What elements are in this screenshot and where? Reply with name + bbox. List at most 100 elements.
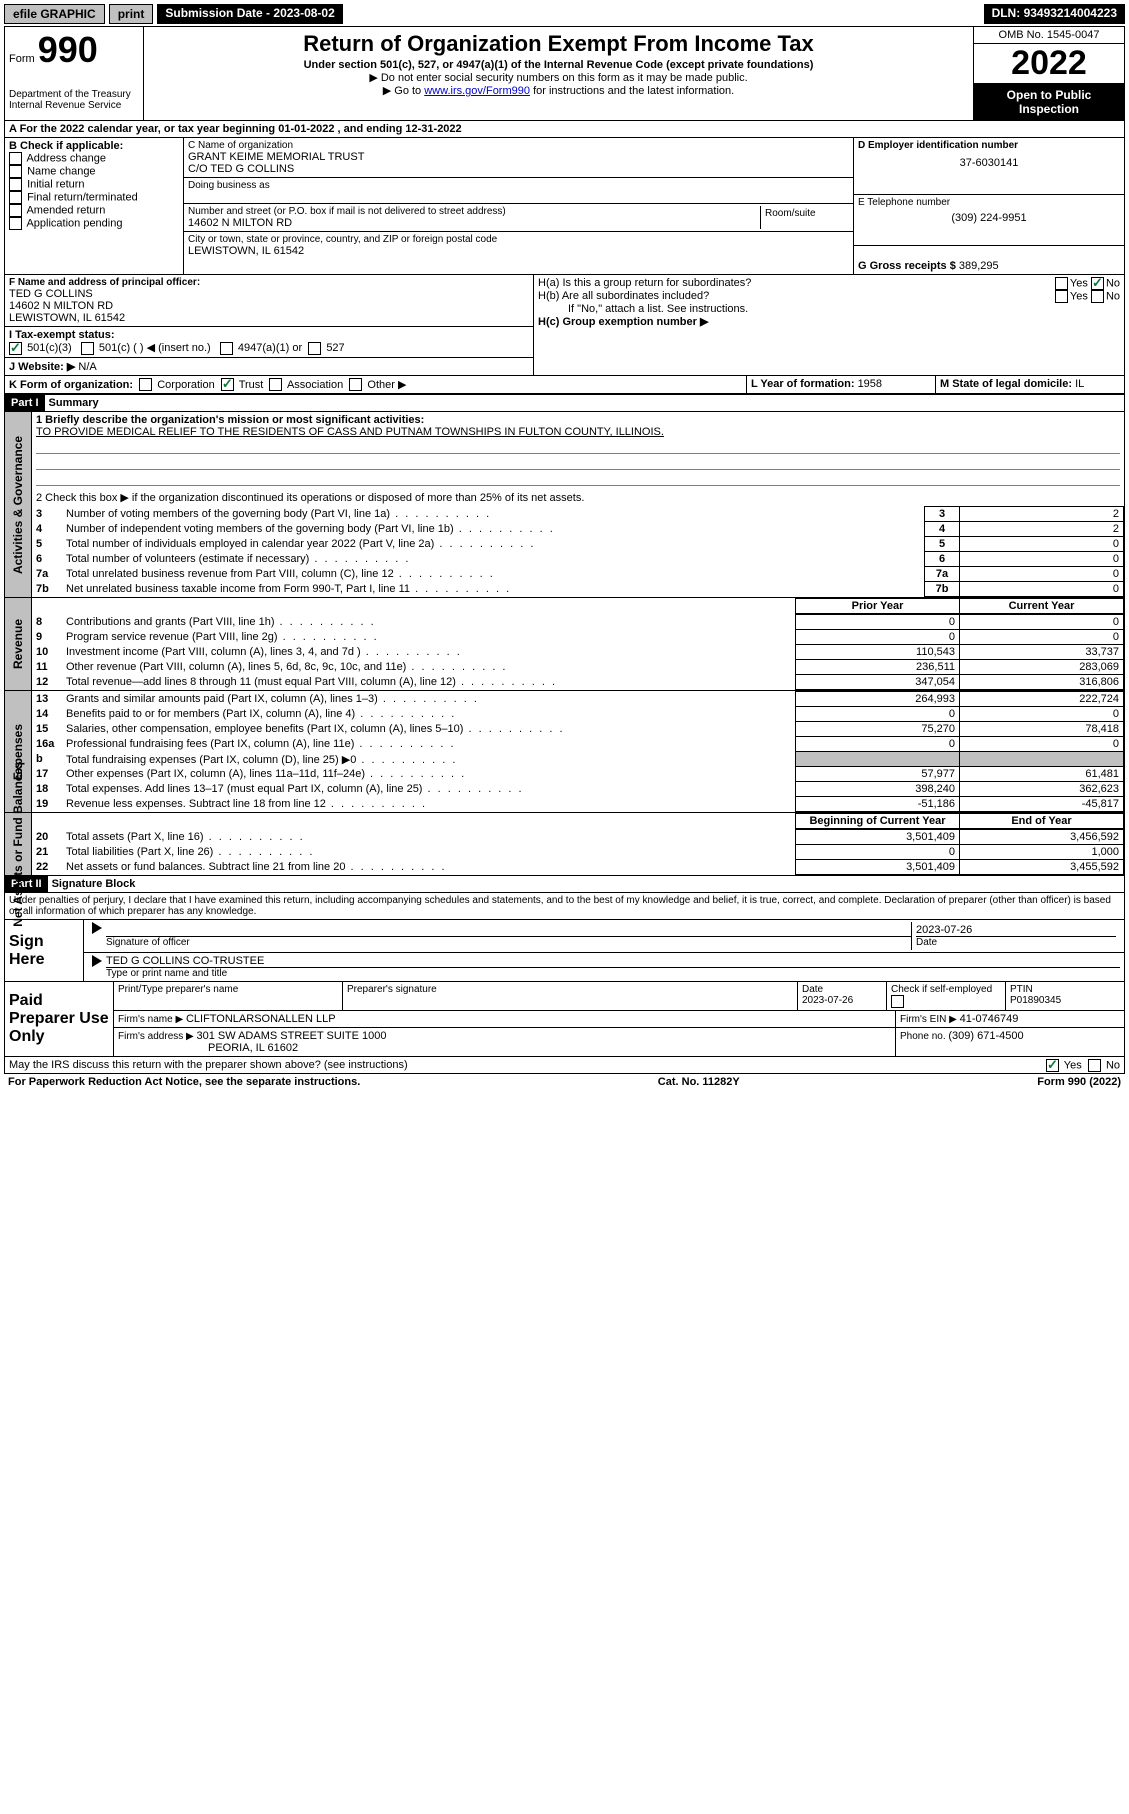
line-text: Investment income (Part VIII, column (A)… xyxy=(62,645,796,660)
line-num: 16a xyxy=(32,737,62,752)
chk-boxb[interactable] xyxy=(9,178,22,191)
dept-treasury: Department of the Treasury xyxy=(9,89,139,100)
line-text: Professional fundraising fees (Part IX, … xyxy=(62,737,796,752)
prior-year-value: 264,993 xyxy=(796,692,960,707)
current-year-value: 33,737 xyxy=(960,645,1124,660)
firm-addr2: PEORIA, IL 61602 xyxy=(118,1042,891,1054)
year-formation: 1958 xyxy=(858,378,882,390)
h-b-label: H(b) Are all subordinates included? xyxy=(538,290,1055,303)
line-ref: 4 xyxy=(925,522,960,537)
chk-501c[interactable] xyxy=(81,342,94,355)
sig-date-label: Date xyxy=(916,936,1116,948)
line-value: 0 xyxy=(960,582,1124,597)
chk-hb-no[interactable] xyxy=(1091,290,1104,303)
instruction-ssn: ▶ Do not enter social security numbers o… xyxy=(148,71,969,84)
perjury-declaration: Under penalties of perjury, I declare th… xyxy=(4,893,1125,920)
sign-here-label: Sign Here xyxy=(5,920,84,981)
line-text: Total liabilities (Part X, line 26) xyxy=(62,845,796,860)
irs-link[interactable]: www.irs.gov/Form990 xyxy=(424,85,530,97)
line-1-label: 1 Briefly describe the organization's mi… xyxy=(36,414,1120,426)
chk-assoc[interactable] xyxy=(269,378,282,391)
box-m-label: M State of legal domicile: xyxy=(940,378,1075,390)
line-num: 12 xyxy=(32,675,62,690)
current-year-value: -45,817 xyxy=(960,797,1124,812)
h-note: If "No," attach a list. See instructions… xyxy=(538,303,1120,315)
dln-value: 93493214004223 xyxy=(1024,6,1117,20)
chk-trust[interactable] xyxy=(221,378,234,391)
chk-4947[interactable] xyxy=(220,342,233,355)
line-text: Net unrelated business taxable income fr… xyxy=(62,582,925,597)
col-current-year: Current Year xyxy=(960,599,1124,614)
line-num: 10 xyxy=(32,645,62,660)
h-c-label: H(c) Group exemption number ▶ xyxy=(538,315,1120,328)
ptin-label: PTIN xyxy=(1010,984,1120,995)
firm-phone-label: Phone no. xyxy=(900,1031,948,1042)
type-name-label: Type or print name and title xyxy=(106,967,1120,979)
current-year-value: 0 xyxy=(960,630,1124,645)
chk-other[interactable] xyxy=(349,378,362,391)
pp-sig-label: Preparer's signature xyxy=(343,982,798,1010)
form-header: Form 990 Department of the Treasury Inte… xyxy=(4,26,1125,121)
chk-501c3[interactable] xyxy=(9,342,22,355)
discuss-row: May the IRS discuss this return with the… xyxy=(4,1057,1125,1074)
chk-discuss-yes[interactable] xyxy=(1046,1059,1059,1072)
sig-date-value: 2023-07-26 xyxy=(916,924,1116,936)
sign-here-block: Sign Here Signature of officer 2023-07-2… xyxy=(4,920,1125,982)
page-footer: For Paperwork Reduction Act Notice, see … xyxy=(4,1074,1125,1090)
line-num: 22 xyxy=(32,860,62,875)
firm-ein: 41-0746749 xyxy=(960,1013,1019,1025)
chk-hb-yes[interactable] xyxy=(1055,290,1068,303)
dln-label: DLN: xyxy=(992,6,1024,20)
block-bcde: B Check if applicable: Address change Na… xyxy=(4,138,1125,275)
prior-year-value: 110,543 xyxy=(796,645,960,660)
chk-corp[interactable] xyxy=(139,378,152,391)
line-num: 8 xyxy=(32,615,62,630)
website-value: N/A xyxy=(78,361,96,373)
chk-self-employed[interactable] xyxy=(891,995,904,1008)
dba-label: Doing business as xyxy=(188,180,849,191)
line-num: 3 xyxy=(32,507,62,522)
chk-boxb[interactable] xyxy=(9,204,22,217)
chk-ha-no[interactable] xyxy=(1091,277,1104,290)
part-1-title: Summary xyxy=(45,395,103,411)
chk-boxb[interactable] xyxy=(9,217,22,230)
form-number: 990 xyxy=(38,29,98,70)
efile-graphic-button[interactable]: efile GRAPHIC xyxy=(4,4,105,24)
box-i-label: I Tax-exempt status: xyxy=(9,329,115,341)
side-activities: Activities & Governance xyxy=(5,412,32,597)
chk-boxb[interactable] xyxy=(9,191,22,204)
footer-mid: Cat. No. 11282Y xyxy=(658,1076,740,1088)
chk-ha-yes[interactable] xyxy=(1055,277,1068,290)
line-num: 17 xyxy=(32,767,62,782)
line-value: 2 xyxy=(960,522,1124,537)
chk-boxb[interactable] xyxy=(9,152,22,165)
ha-no: No xyxy=(1106,277,1120,289)
firm-name: CLIFTONLARSONALLEN LLP xyxy=(186,1013,336,1025)
line-text: Number of independent voting members of … xyxy=(62,522,925,537)
boxb-item: Application pending xyxy=(26,217,122,229)
submission-value: 2023-08-02 xyxy=(273,6,334,20)
boxb-item: Name change xyxy=(27,165,96,177)
section-expenses: Expenses 13Grants and similar amounts pa… xyxy=(4,691,1125,813)
current-year-value: 1,000 xyxy=(960,845,1124,860)
chk-discuss-no[interactable] xyxy=(1088,1059,1101,1072)
print-button[interactable]: print xyxy=(109,4,154,24)
pp-name-label: Print/Type preparer's name xyxy=(114,982,343,1010)
prior-year-value: 0 xyxy=(796,707,960,722)
line-num: 5 xyxy=(32,537,62,552)
line-num: 14 xyxy=(32,707,62,722)
street-address: 14602 N MILTON RD xyxy=(188,217,760,229)
block-fhij: F Name and address of principal officer:… xyxy=(4,275,1125,376)
section-revenue: Revenue Prior Year Current Year 8Contrib… xyxy=(4,598,1125,691)
current-year-value: 0 xyxy=(960,615,1124,630)
chk-boxb[interactable] xyxy=(9,165,22,178)
prior-year-value: 0 xyxy=(796,845,960,860)
part-1-hdr: Part I xyxy=(5,395,45,411)
city-label: City or town, state or province, country… xyxy=(188,234,849,245)
h-a-label: H(a) Is this a group return for subordin… xyxy=(538,277,1055,290)
chk-527[interactable] xyxy=(308,342,321,355)
line-text: Total number of volunteers (estimate if … xyxy=(62,552,925,567)
line-text: Other revenue (Part VIII, column (A), li… xyxy=(62,660,796,675)
part-2-title: Signature Block xyxy=(48,876,140,892)
line-text: Total assets (Part X, line 16) xyxy=(62,830,796,845)
